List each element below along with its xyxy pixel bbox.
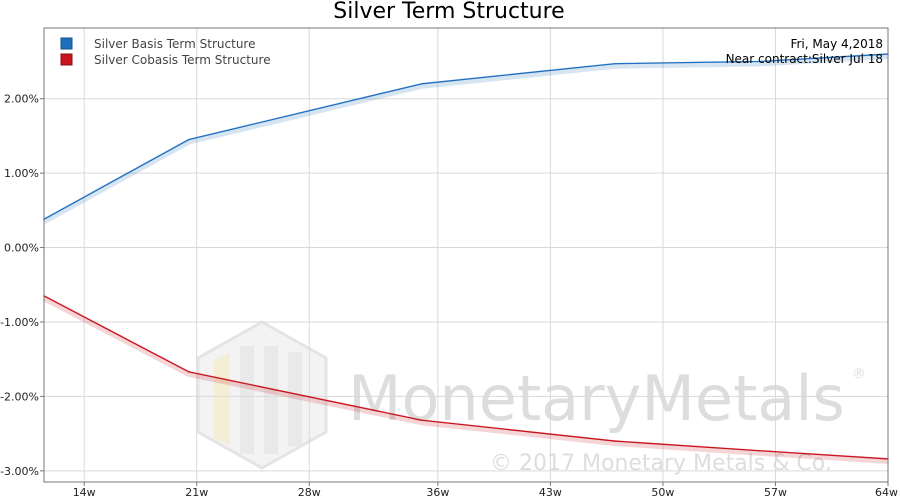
x-tick-label: 21w [185,486,208,499]
y-tick-label: -3.00% [0,465,39,478]
watermark-brand: MonetaryMetals [348,362,845,435]
series-point-0 [613,62,616,65]
y-axis-ticks: -3.00% -2.00% -1.00% 0.00% 1.00% 2.00% [0,93,44,478]
chart-title: Silver Term Structure [333,0,564,24]
y-tick-label: 0.00% [4,242,39,255]
series-line-0 [43,53,889,220]
series-line-1 [43,295,889,460]
watermark: MonetaryMetals ® © 2017 Monetary Metals … [196,320,866,476]
y-tick-label: -2.00% [0,390,39,403]
series-point-1 [420,419,423,422]
annotation-near-contract: Near contract:Silver Jul 18 [726,52,883,66]
series-glow-0 [42,53,889,224]
monetary-metals-logo-icon [196,320,328,470]
x-axis-ticks: 14w 21w 28w 36w 43w 50w 57w 64w [73,482,898,499]
x-tick-label: 57w [764,486,787,499]
series-point-1 [758,449,761,452]
x-tick-label: 36w [426,486,449,499]
series-point-0 [420,83,423,85]
x-tick-label: 28w [298,486,321,499]
series-glow-1 [42,295,889,464]
x-tick-label: 64w [875,486,898,499]
legend-swatch-cobasis [60,53,73,66]
watermark-copyright: © 2017 Monetary Metals & Co. [490,451,832,476]
x-tick-label: 14w [73,486,96,499]
legend-swatch-basis [60,37,73,50]
series-point-0 [187,138,190,141]
x-tick-label: 50w [651,486,674,499]
y-tick-label: 1.00% [4,167,39,180]
series-point-1 [613,440,616,442]
series-point-1 [187,371,190,373]
series-layer [42,53,889,464]
y-tick-label: -1.00% [0,316,39,329]
watermark-registered: ® [852,366,866,382]
legend-label-cobasis: Silver Cobasis Term Structure [94,53,271,67]
x-tick-label: 43w [539,486,562,499]
y-tick-label: 2.00% [4,93,39,106]
series-point-0 [758,60,761,63]
plot-frame [43,27,889,483]
annotation-date: Fri, May 4,2018 [790,37,883,51]
legend: Silver Basis Term Structure Silver Cobas… [60,37,271,67]
legend-label-basis: Silver Basis Term Structure [94,37,255,51]
